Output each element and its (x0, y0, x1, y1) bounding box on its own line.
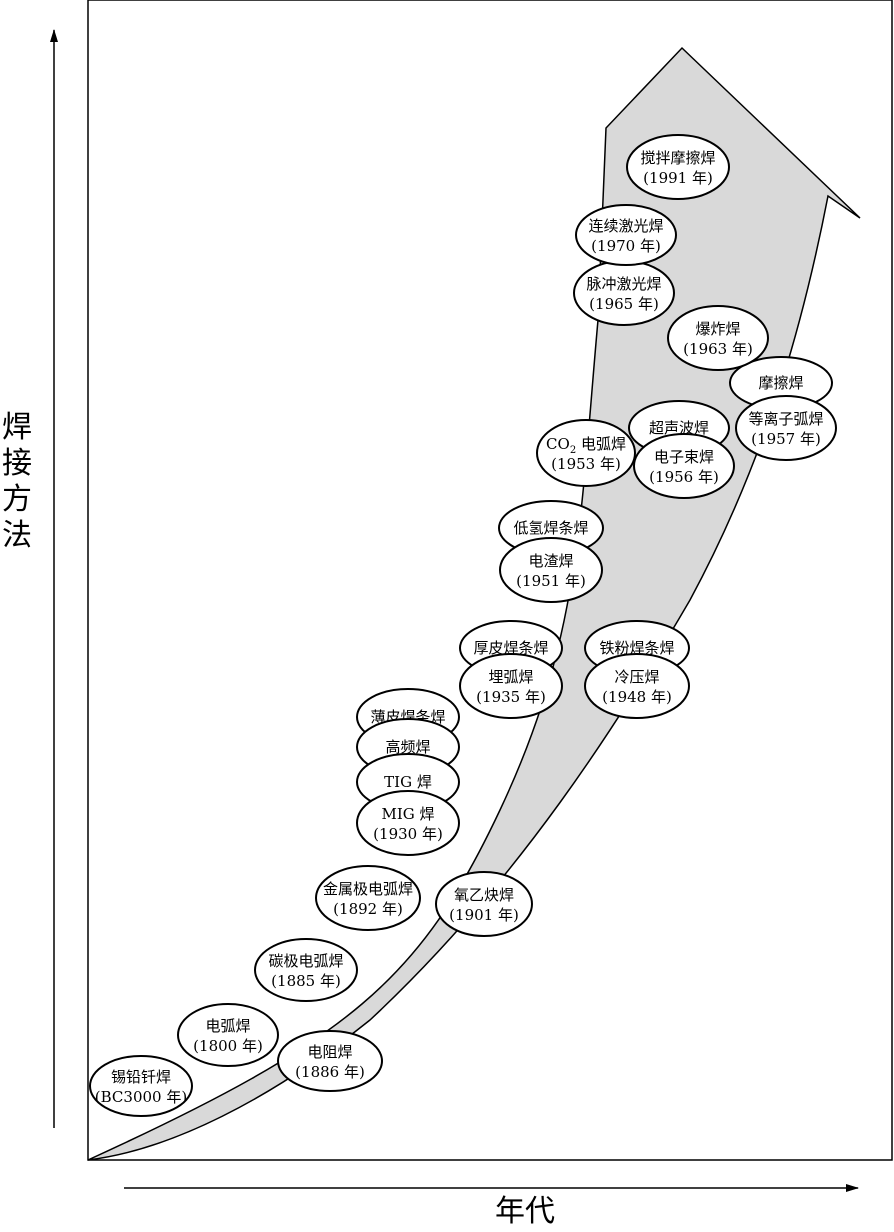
method-ellipse (459, 653, 563, 719)
method-ellipse (277, 1030, 383, 1092)
method-year: (1886 年) (295, 1063, 365, 1081)
method-bubble-arc-welding: 电弧焊 (1800 年) (177, 1003, 279, 1067)
method-name: 金属极电弧焊 (323, 880, 413, 898)
method-name: 脉冲激光焊 (586, 275, 661, 293)
method-bubble-metal-arc-welding: 金属极电弧焊 (1892 年) (315, 865, 421, 931)
method-ellipse (573, 260, 675, 326)
method-year: (1885 年) (271, 972, 341, 990)
method-ellipse (499, 537, 603, 603)
method-ellipse (667, 305, 769, 371)
progress-curve-arrow (87, 46, 861, 1161)
method-year: (1957 年) (751, 430, 821, 448)
y-axis-label-char: 接 (2, 446, 32, 481)
method-ellipse (315, 865, 421, 931)
method-bubble-tin-lead-solder: 锡铅钎焊 (BC3000 年) (89, 1055, 193, 1117)
y-axis-label: 焊 接 方 法 (0, 410, 34, 554)
method-year: (1951 年) (516, 572, 586, 590)
method-name: 超声波焊 (649, 419, 709, 437)
method-bubble-submerged-arc-welding: 埋弧焊 (1935 年) (459, 653, 563, 719)
method-name: 电渣焊 (528, 552, 573, 570)
method-ellipse (584, 653, 690, 719)
method-bubble-friction-stir-welding: 搅拌摩擦焊 (1991 年) (626, 134, 730, 200)
method-name: CO2 电弧焊 (546, 435, 626, 456)
y-axis-label-char: 法 (2, 518, 32, 553)
method-ellipse (177, 1003, 279, 1067)
method-name: 厚皮焊条焊 (473, 639, 548, 657)
method-year: (1901 年) (449, 906, 519, 924)
method-year: (1948 年) (602, 688, 672, 706)
method-name: 等离子弧焊 (748, 410, 823, 428)
method-year: (1965 年) (589, 295, 659, 313)
method-bubble-pulsed-laser-welding: 脉冲激光焊 (1965 年) (573, 260, 675, 326)
method-year: (1956 年) (649, 468, 719, 486)
method-bubble-plasma-arc-welding: 等离子弧焊 (1957 年) (735, 395, 837, 461)
method-name: MIG 焊 (381, 805, 434, 823)
method-year: (1970 年) (591, 237, 661, 255)
method-name: 电弧焊 (205, 1017, 250, 1035)
method-ellipse (435, 871, 533, 937)
method-year: (1800 年) (193, 1037, 263, 1055)
method-bubble-electroslag-welding: 电渣焊 (1951 年) (499, 537, 603, 603)
plot-frame (87, 0, 893, 1161)
method-name: 摩擦焊 (758, 374, 803, 392)
method-name: TIG 焊 (384, 773, 432, 791)
method-ellipse (89, 1055, 193, 1117)
y-axis-label-char: 焊 (2, 410, 32, 445)
method-ellipse (575, 204, 677, 266)
method-bubble-cold-pressure-welding: 冷压焊 (1948 年) (584, 653, 690, 719)
method-name: 冷压焊 (614, 668, 659, 686)
method-year: (1963 年) (683, 340, 753, 358)
method-year: (BC3000 年) (95, 1088, 187, 1106)
method-name: 氧乙炔焊 (454, 886, 514, 904)
method-bubble-oxy-acetylene-welding: 氧乙炔焊 (1901 年) (435, 871, 533, 937)
method-bubble-explosive-welding: 爆炸焊 (1963 年) (667, 305, 769, 371)
method-bubble-co2-arc-welding: CO2 电弧焊(1953 年) (536, 419, 636, 487)
method-year: (1892 年) (333, 900, 403, 918)
method-name: 高频焊 (385, 738, 430, 756)
method-bubble-resistance-welding: 电阻焊 (1886 年) (277, 1030, 383, 1092)
method-bubble-mig-welding: MIG 焊 (1930 年) (356, 790, 460, 856)
method-bubble-continuous-laser-welding: 连续激光焊 (1970 年) (575, 204, 677, 266)
method-ellipse (633, 433, 735, 499)
method-name: 铁粉焊条焊 (599, 639, 674, 657)
method-name: 低氢焊条焊 (513, 519, 588, 537)
method-year: (1991 年) (643, 169, 713, 187)
method-bubble-electron-beam-welding: 电子束焊 (1956 年) (633, 433, 735, 499)
method-year: (1953 年) (551, 455, 621, 473)
method-name: 锡铅钎焊 (111, 1068, 171, 1086)
method-name: 电阻焊 (307, 1043, 352, 1061)
method-year: (1935 年) (476, 688, 546, 706)
method-year: (1930 年) (373, 825, 443, 843)
method-ellipse (254, 938, 358, 1002)
method-ellipse (356, 790, 460, 856)
method-name: 连续激光焊 (588, 217, 663, 235)
method-bubble-carbon-arc-welding: 碳极电弧焊 (1885 年) (254, 938, 358, 1002)
method-name: 埋弧焊 (488, 668, 533, 686)
method-name: 电子束焊 (654, 448, 714, 466)
method-name: 搅拌摩擦焊 (640, 149, 715, 167)
y-axis-label-char: 方 (2, 482, 32, 517)
method-ellipse (536, 419, 636, 487)
method-ellipse (626, 134, 730, 200)
method-name: 爆炸焊 (695, 320, 740, 338)
method-name: 碳极电弧焊 (268, 952, 343, 970)
x-axis-label: 年代 (495, 1194, 555, 1229)
method-ellipse (735, 395, 837, 461)
